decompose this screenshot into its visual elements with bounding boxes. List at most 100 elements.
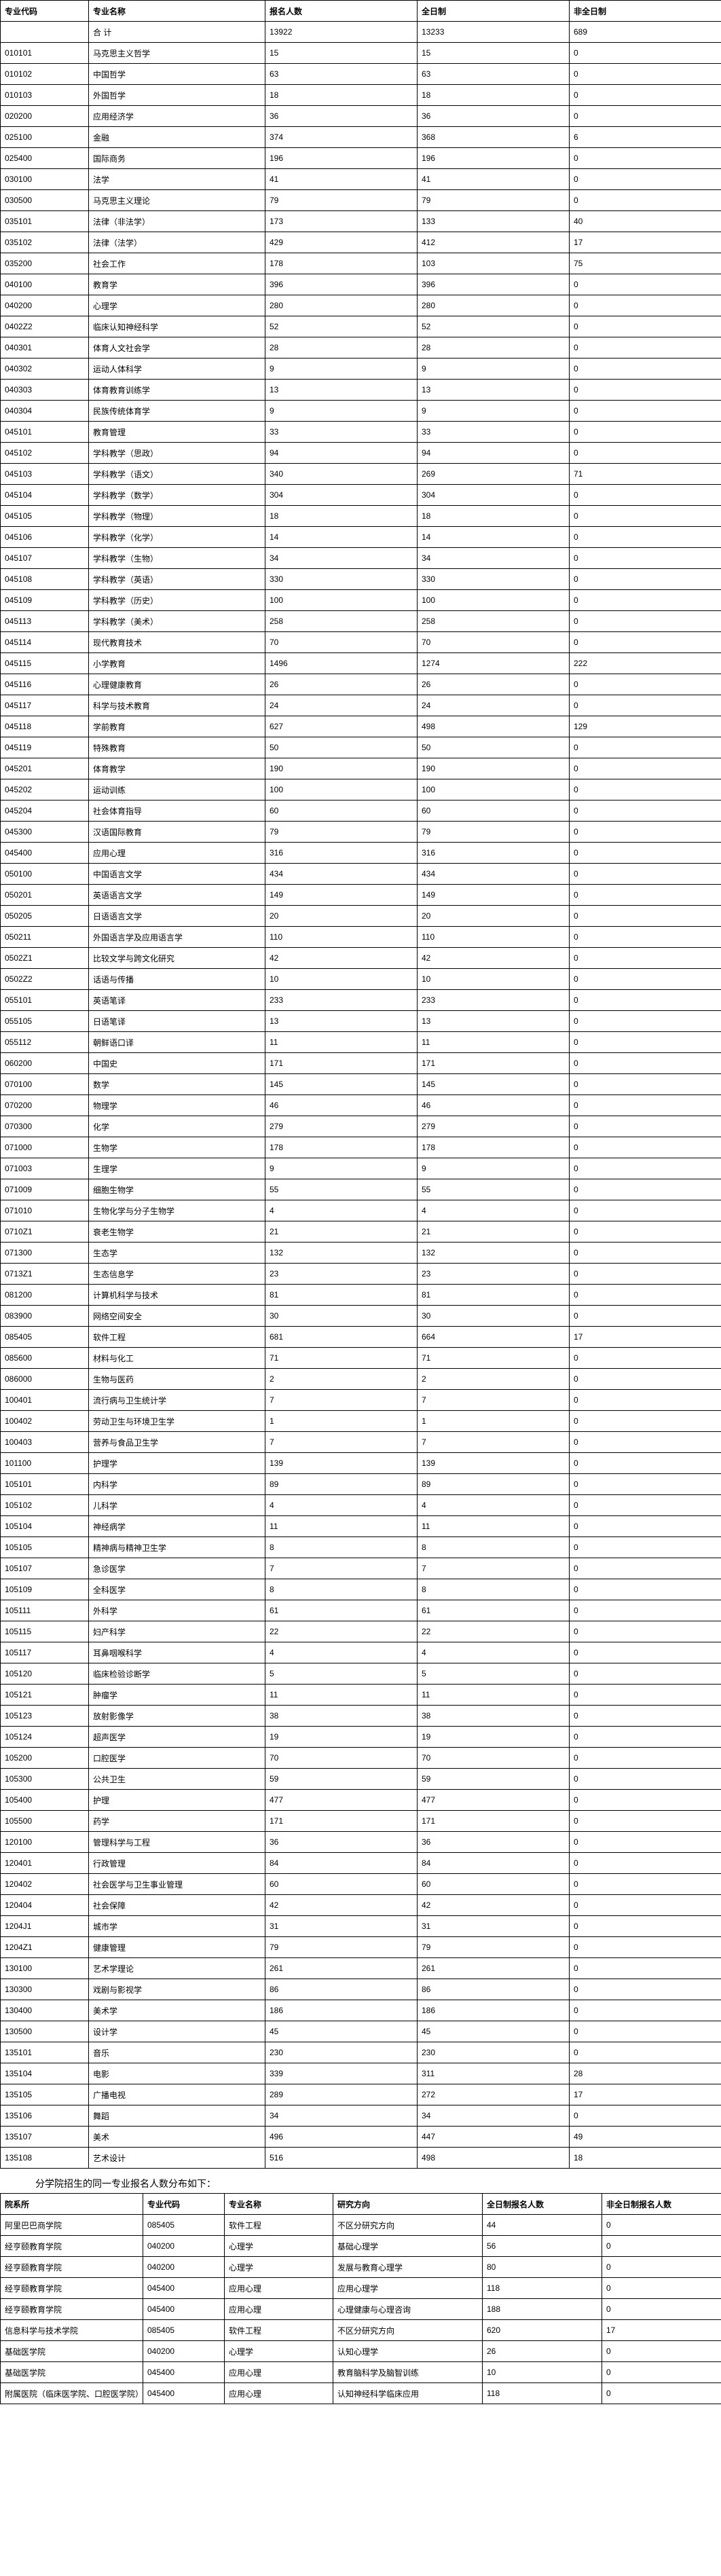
table-cell: 045119 xyxy=(1,737,89,758)
table-cell: 105104 xyxy=(1,1516,89,1537)
table-cell: 0 xyxy=(570,822,721,843)
table-cell: 280 xyxy=(418,295,570,316)
table-cell: 0 xyxy=(570,1706,721,1727)
table-cell: 护理 xyxy=(89,1790,265,1811)
table-cell: 045105 xyxy=(1,506,89,527)
table-cell: 22 xyxy=(418,1621,570,1642)
table-cell: 070200 xyxy=(1,1095,89,1116)
table-cell: 100403 xyxy=(1,1432,89,1453)
table-row: 120404社会保障42420 xyxy=(1,1895,721,1916)
table-row: 045400应用心理3163160 xyxy=(1,843,721,864)
table-row: 040100教育学3963960 xyxy=(1,274,721,295)
table-cell: 045109 xyxy=(1,590,89,611)
table-row: 105115妇产科学22220 xyxy=(1,1621,721,1642)
table-cell: 139 xyxy=(265,1453,418,1474)
table-cell: 030100 xyxy=(1,169,89,190)
dept-table: 院系所 专业代码 专业名称 研究方向 全日制报名人数 非全日制报名人数 阿里巴巴… xyxy=(0,2193,721,2404)
table-cell: 26 xyxy=(265,674,418,695)
table-cell: 0 xyxy=(602,2278,721,2299)
table-cell: 105121 xyxy=(1,1685,89,1706)
table-row: 105500药学1711710 xyxy=(1,1811,721,1832)
table-cell: 9 xyxy=(265,358,418,380)
table-cell: 94 xyxy=(418,443,570,464)
table-cell: 071009 xyxy=(1,1179,89,1200)
table-cell: 0 xyxy=(570,1285,721,1306)
table-cell: 105117 xyxy=(1,1642,89,1663)
table-cell: 0 xyxy=(602,2299,721,2320)
table-cell: 171 xyxy=(265,1811,418,1832)
table-cell: 279 xyxy=(418,1116,570,1137)
table-cell: 36 xyxy=(418,106,570,127)
table-cell: 0 xyxy=(570,1600,721,1621)
table-cell: 0 xyxy=(570,148,721,169)
table-row: 1204Z1健康管理79790 xyxy=(1,1937,721,1958)
table-cell: 学科教学（英语） xyxy=(89,569,265,590)
table-cell: 0 xyxy=(570,1348,721,1369)
table-row: 086000生物与医药220 xyxy=(1,1369,721,1390)
table-cell: 电影 xyxy=(89,2063,265,2084)
table-cell: 0 xyxy=(570,1306,721,1327)
table-cell: 0 xyxy=(570,569,721,590)
table-cell: 小学教育 xyxy=(89,653,265,674)
table-row: 120100管理科学与工程36360 xyxy=(1,1832,721,1853)
col-code: 专业代码 xyxy=(1,1,89,22)
table-row: 081200计算机科学与技术81810 xyxy=(1,1285,721,1306)
table-cell: 社会体育指导 xyxy=(89,801,265,822)
table-cell: 045400 xyxy=(143,2299,225,2320)
table-cell: 5 xyxy=(265,1663,418,1685)
table-cell: 055112 xyxy=(1,1032,89,1053)
table-cell: 071003 xyxy=(1,1158,89,1179)
table-cell: 36 xyxy=(418,1832,570,1853)
table-cell: 0 xyxy=(570,927,721,948)
table-cell: 135107 xyxy=(1,2127,89,2148)
table-cell: 80 xyxy=(483,2257,602,2278)
table-cell: 0 xyxy=(570,1516,721,1537)
table-row: 合 计1392213233689 xyxy=(1,22,721,43)
table-cell: 急诊医学 xyxy=(89,1558,265,1579)
table-cell: 94 xyxy=(265,443,418,464)
table-cell: 149 xyxy=(418,885,570,906)
table-cell: 全科医学 xyxy=(89,1579,265,1600)
table-cell: 肿瘤学 xyxy=(89,1685,265,1706)
table-cell: 330 xyxy=(418,569,570,590)
table-cell: 010102 xyxy=(1,64,89,85)
table-row: 070300化学2792790 xyxy=(1,1116,721,1137)
table-cell: 0 xyxy=(570,906,721,927)
table-cell: 18 xyxy=(418,85,570,106)
table-cell: 63 xyxy=(265,64,418,85)
table-cell: 34 xyxy=(418,2105,570,2127)
table-cell: 英语笔译 xyxy=(89,990,265,1011)
table-cell: 085405 xyxy=(143,2215,225,2236)
table-cell: 516 xyxy=(265,2148,418,2169)
table-cell: 0 xyxy=(570,190,721,211)
table-cell: 45 xyxy=(418,2021,570,2042)
col-fulltime: 全日制 xyxy=(418,1,570,22)
table-cell: 0 xyxy=(570,106,721,127)
table-cell: 马克思主义哲学 xyxy=(89,43,265,64)
table-cell: 0 xyxy=(570,1685,721,1706)
table-cell: 233 xyxy=(418,990,570,1011)
table-row: 附属医院（临床医学院、口腔医学院）045400应用心理认知神经科学临床应用118… xyxy=(1,2383,721,2404)
table-cell: 学科教学（历史） xyxy=(89,590,265,611)
table-cell: 0 xyxy=(570,632,721,653)
table-cell: 63 xyxy=(418,64,570,85)
table-cell: 认知心理学 xyxy=(333,2341,483,2362)
table-cell: 368 xyxy=(418,127,570,148)
table-cell: 42 xyxy=(418,948,570,969)
table-cell: 0 xyxy=(570,1200,721,1221)
table-cell: 7 xyxy=(265,1390,418,1411)
table-cell: 110 xyxy=(265,927,418,948)
table-cell: 55 xyxy=(265,1179,418,1200)
table-cell: 8 xyxy=(265,1579,418,1600)
col-parttime2: 非全日制报名人数 xyxy=(602,2194,721,2215)
table-cell: 0 xyxy=(570,1453,721,1474)
table-cell: 56 xyxy=(483,2236,602,2257)
table-cell: 149 xyxy=(265,885,418,906)
table-cell: 171 xyxy=(418,1053,570,1074)
table-cell: 中国史 xyxy=(89,1053,265,1074)
table-row: 105123放射影像学38380 xyxy=(1,1706,721,1727)
table-cell: 0 xyxy=(570,169,721,190)
table-cell: 340 xyxy=(265,464,418,485)
table-cell: 艺术设计 xyxy=(89,2148,265,2169)
table-cell: 心理学 xyxy=(89,295,265,316)
